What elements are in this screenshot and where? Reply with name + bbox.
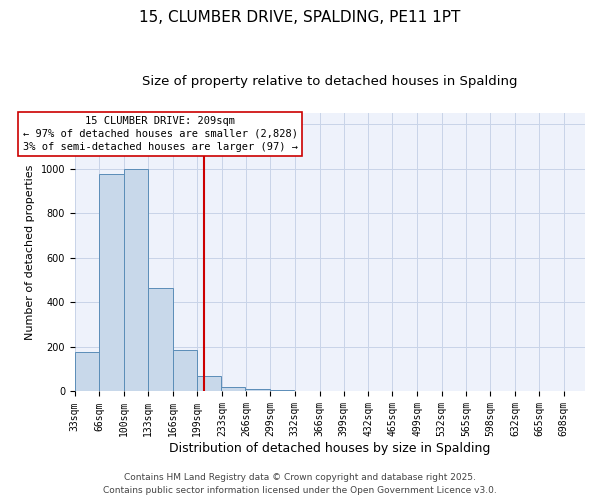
Bar: [245, 389, 269, 392]
Y-axis label: Number of detached properties: Number of detached properties: [25, 164, 35, 340]
Bar: [173, 350, 197, 392]
X-axis label: Distribution of detached houses by size in Spalding: Distribution of detached houses by size …: [169, 442, 491, 455]
Text: 15 CLUMBER DRIVE: 209sqm
← 97% of detached houses are smaller (2,828)
3% of semi: 15 CLUMBER DRIVE: 209sqm ← 97% of detach…: [23, 116, 298, 152]
Bar: [75, 352, 99, 392]
Bar: [197, 376, 221, 392]
Text: Contains HM Land Registry data © Crown copyright and database right 2025.
Contai: Contains HM Land Registry data © Crown c…: [103, 474, 497, 495]
Bar: [124, 168, 148, 392]
Bar: [148, 288, 173, 392]
Bar: [99, 174, 124, 392]
Title: Size of property relative to detached houses in Spalding: Size of property relative to detached ho…: [142, 75, 518, 88]
Text: 15, CLUMBER DRIVE, SPALDING, PE11 1PT: 15, CLUMBER DRIVE, SPALDING, PE11 1PT: [139, 10, 461, 25]
Bar: [221, 387, 245, 392]
Bar: [269, 390, 294, 392]
